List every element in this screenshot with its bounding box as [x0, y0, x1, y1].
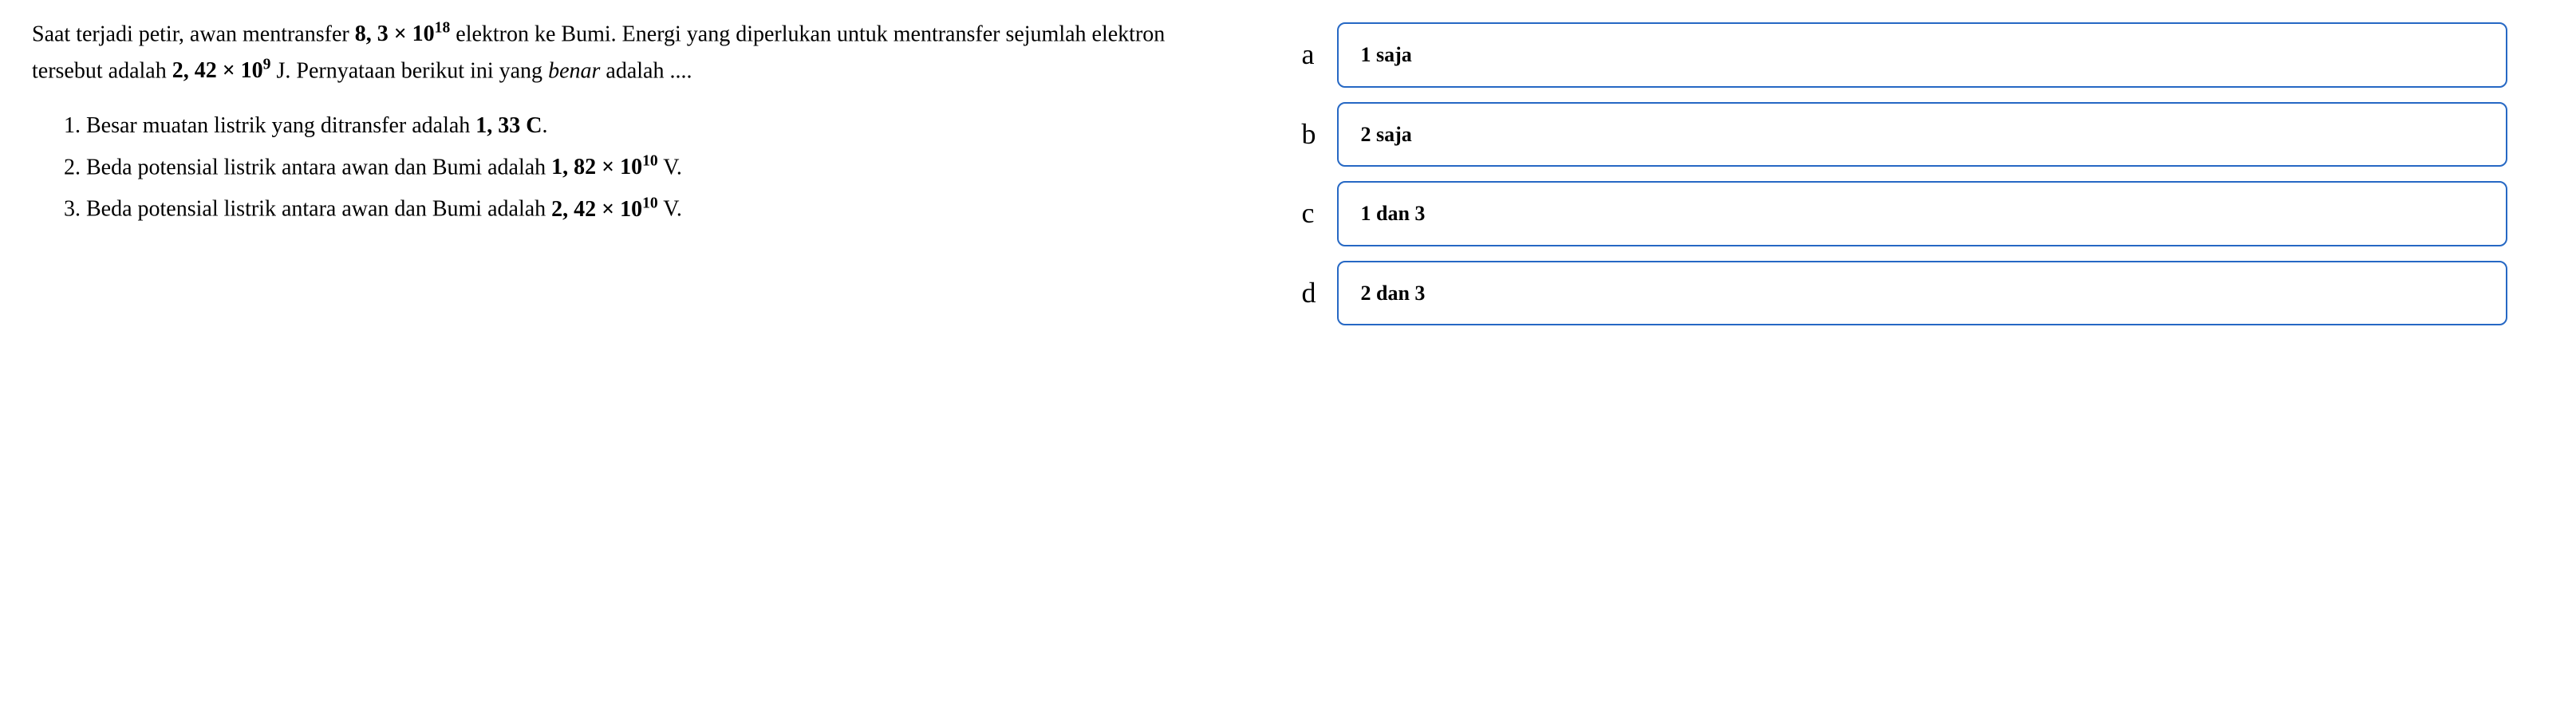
option-a-button[interactable]: 1 saja	[1337, 22, 2508, 88]
statement-suffix: V.	[658, 155, 682, 179]
question-value1-exp: 18	[435, 20, 451, 37]
statement-number: 3.	[64, 197, 86, 222]
statement-value: 1, 82 × 10	[551, 155, 642, 179]
question-paragraph: Saat terjadi petir, awan mentransfer 8, …	[32, 16, 1238, 89]
option-letter-b: b	[1302, 112, 1324, 158]
question-text-part4: adalah ....	[600, 58, 692, 83]
statement-prefix: Besar muatan listrik yang ditransfer ada…	[86, 113, 475, 138]
option-b-button[interactable]: 2 saja	[1337, 102, 2508, 167]
statement-exp: 10	[642, 195, 658, 211]
question-text-part3: J. Pernyataan berikut ini yang	[270, 58, 548, 83]
statement-1: 1. Besar muatan listrik yang ditransfer …	[64, 108, 1238, 144]
statement-3: 3. Beda potensial listrik antara awan da…	[64, 191, 1238, 227]
statement-prefix: Beda potensial listrik antara awan dan B…	[86, 155, 551, 179]
option-b-text: 2 saja	[1361, 123, 1412, 146]
question-text-part1: Saat terjadi petir, awan mentransfer	[32, 22, 355, 46]
option-letter-a: a	[1302, 32, 1324, 78]
option-d-button[interactable]: 2 dan 3	[1337, 261, 2508, 326]
question-value2-base: 2, 42 × 10	[172, 58, 263, 83]
option-c-row: c 1 dan 3	[1302, 181, 2508, 246]
option-letter-d: d	[1302, 270, 1324, 317]
statement-exp: 10	[642, 153, 658, 170]
option-c-text: 1 dan 3	[1361, 202, 1426, 225]
question-emphasis: benar	[548, 58, 600, 83]
question-column: Saat terjadi petir, awan mentransfer 8, …	[32, 16, 1238, 325]
option-a-row: a 1 saja	[1302, 22, 2508, 88]
question-value2-exp: 9	[263, 57, 271, 73]
option-letter-c: c	[1302, 191, 1324, 237]
statement-suffix: .	[542, 113, 548, 138]
option-a-text: 1 saja	[1361, 43, 1412, 66]
options-column: a 1 saja b 2 saja c 1 dan 3 d 2 dan 3	[1302, 16, 2508, 325]
option-d-row: d 2 dan 3	[1302, 261, 2508, 326]
statement-2: 2. Beda potensial listrik antara awan da…	[64, 149, 1238, 186]
statement-prefix: Beda potensial listrik antara awan dan B…	[86, 197, 551, 222]
option-b-row: b 2 saja	[1302, 102, 2508, 167]
statement-number: 1.	[64, 113, 86, 138]
statement-value: 1, 33 C	[475, 113, 542, 138]
statement-value: 2, 42 × 10	[551, 197, 642, 222]
statement-list: 1. Besar muatan listrik yang ditransfer …	[32, 108, 1238, 227]
statement-number: 2.	[64, 155, 86, 179]
statement-suffix: V.	[658, 197, 682, 222]
question-value1-base: 8, 3 × 10	[355, 22, 435, 46]
option-d-text: 2 dan 3	[1361, 282, 1426, 305]
option-c-button[interactable]: 1 dan 3	[1337, 181, 2508, 246]
